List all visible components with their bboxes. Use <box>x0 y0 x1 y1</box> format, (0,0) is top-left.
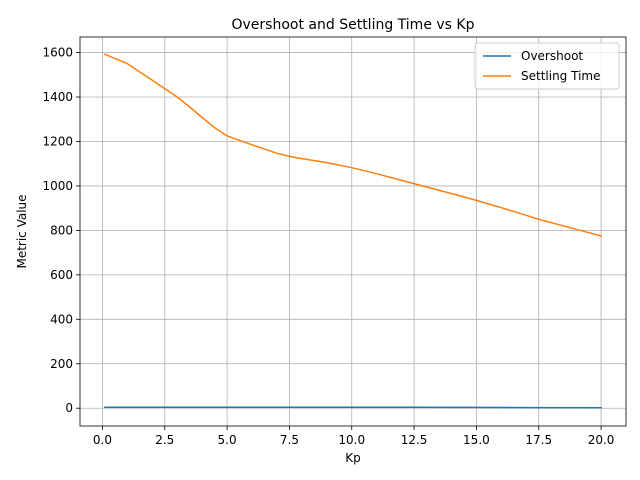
y-tick-label: 0 <box>65 401 73 415</box>
x-tick-label: 15.0 <box>463 433 490 447</box>
x-tick-label: 17.5 <box>525 433 552 447</box>
chart-title: Overshoot and Settling Time vs Kp <box>232 17 475 33</box>
x-tick-label: 5.0 <box>218 433 237 447</box>
y-tick-label: 800 <box>50 223 73 237</box>
legend-label-settling-time: Settling Time <box>521 69 600 83</box>
legend-box <box>474 42 620 90</box>
y-tick-label: 600 <box>50 268 73 282</box>
x-tick-label: 7.5 <box>280 433 299 447</box>
plot-area-frame <box>79 36 627 427</box>
x-tick-label: 20.0 <box>588 433 615 447</box>
legend: Overshoot Settling Time <box>474 42 620 90</box>
x-tick-label: 2.5 <box>155 433 174 447</box>
y-tick-label: 1000 <box>42 179 73 193</box>
axis-ticks: 0.0 2.5 5.0 7.5 10.0 12.5 15.0 17.5 20.0 0 200 400 6… <box>42 46 614 447</box>
y-tick-label: 1400 <box>42 90 73 104</box>
y-axis-label: Metric Value <box>15 194 29 268</box>
x-tick-label: 10.0 <box>338 433 365 447</box>
y-tick-label: 1600 <box>42 46 73 60</box>
x-tick-label: 12.5 <box>401 433 428 447</box>
y-tick-label: 400 <box>50 312 73 326</box>
series-line-overshoot <box>104 406 602 409</box>
x-axis-label: Kp <box>345 451 361 465</box>
x-tick-label: 0.0 <box>93 433 112 447</box>
y-tick-label: 1200 <box>42 134 73 148</box>
series-line-settling-time <box>103 53 603 237</box>
legend-label-overshoot: Overshoot <box>521 49 583 63</box>
series-lines <box>103 53 603 409</box>
y-tick-label: 200 <box>50 357 73 371</box>
